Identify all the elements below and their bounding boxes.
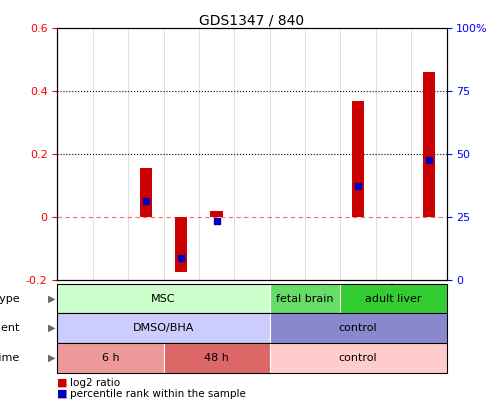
Bar	[140, 168, 152, 217]
Text: 6 h: 6 h	[102, 353, 119, 363]
Title: GDS1347 / 840: GDS1347 / 840	[200, 13, 304, 27]
Text: 48 h: 48 h	[204, 353, 229, 363]
Bar	[423, 72, 435, 217]
Text: control: control	[339, 353, 377, 363]
Text: ▶: ▶	[47, 353, 55, 363]
Text: adult liver: adult liver	[365, 294, 422, 304]
Text: fetal brain: fetal brain	[276, 294, 334, 304]
Text: cell type: cell type	[0, 294, 20, 304]
Text: time: time	[0, 353, 20, 363]
Text: ■: ■	[57, 377, 68, 388]
Text: MSC: MSC	[151, 294, 176, 304]
Text: ■: ■	[57, 389, 68, 399]
Bar	[211, 211, 223, 217]
Text: ▶: ▶	[47, 294, 55, 304]
Text: agent: agent	[0, 323, 20, 333]
Text: ▶: ▶	[47, 323, 55, 333]
Text: percentile rank within the sample: percentile rank within the sample	[70, 389, 246, 399]
Text: DMSO/BHA: DMSO/BHA	[133, 323, 194, 333]
Text: control: control	[339, 323, 377, 333]
Text: log2 ratio: log2 ratio	[70, 377, 120, 388]
Bar	[175, 217, 188, 272]
Bar	[352, 101, 364, 217]
